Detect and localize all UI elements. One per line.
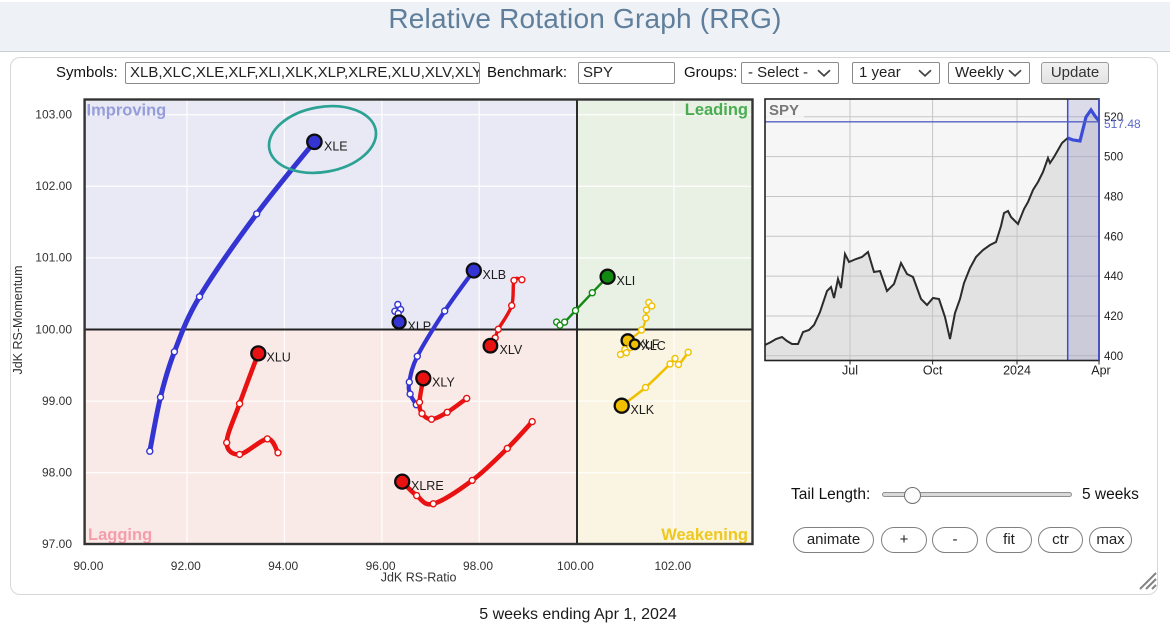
svg-text:XLRE: XLRE [411, 479, 444, 493]
svg-text:Leading: Leading [685, 101, 748, 119]
svg-text:90.00: 90.00 [73, 559, 103, 573]
svg-text:460: 460 [1104, 231, 1123, 243]
svg-text:XLE: XLE [324, 139, 348, 153]
svg-text:100.00: 100.00 [35, 322, 72, 336]
svg-text:98.00: 98.00 [42, 466, 72, 480]
svg-text:XLY: XLY [432, 376, 455, 390]
svg-text:XLB: XLB [483, 268, 507, 282]
svg-text:Apr: Apr [1091, 364, 1110, 378]
svg-text:XLU: XLU [267, 351, 291, 365]
svg-text:420: 420 [1104, 311, 1123, 323]
svg-text:96.00: 96.00 [366, 559, 396, 573]
svg-text:520: 520 [1104, 112, 1123, 124]
svg-text:Oct: Oct [923, 364, 943, 378]
svg-text:101.00: 101.00 [35, 251, 72, 265]
svg-text:100.00: 100.00 [557, 559, 594, 573]
svg-text:92.00: 92.00 [171, 559, 201, 573]
svg-text:Jul: Jul [842, 364, 858, 378]
svg-text:480: 480 [1104, 192, 1123, 204]
svg-text:XLF: XLF [637, 338, 660, 352]
svg-text:94.00: 94.00 [268, 559, 298, 573]
svg-text:99.00: 99.00 [42, 394, 72, 408]
svg-text:XLV: XLV [500, 343, 523, 357]
svg-text:97.00: 97.00 [42, 537, 72, 551]
svg-text:Weakening: Weakening [661, 526, 748, 544]
svg-text:XLK: XLK [631, 403, 655, 417]
svg-text:400: 400 [1104, 351, 1123, 363]
svg-text:440: 440 [1104, 271, 1123, 283]
svg-text:XLI: XLI [617, 274, 636, 288]
svg-text:Improving: Improving [87, 102, 167, 120]
svg-text:517.48: 517.48 [1104, 117, 1141, 131]
svg-text:JdK RS-Momentum: JdK RS-Momentum [11, 265, 25, 374]
svg-text:Lagging: Lagging [88, 526, 152, 544]
svg-text:102.00: 102.00 [654, 559, 691, 573]
svg-text:2024: 2024 [1003, 364, 1031, 378]
svg-text:JdK RS-Ratio: JdK RS-Ratio [381, 571, 457, 585]
svg-text:103.00: 103.00 [35, 108, 72, 122]
svg-text:98.00: 98.00 [463, 559, 493, 573]
svg-text:XLP: XLP [408, 319, 432, 333]
svg-text:102.00: 102.00 [35, 179, 72, 193]
svg-text:SPY: SPY [769, 102, 799, 119]
svg-text:XLC: XLC [642, 339, 666, 353]
svg-text:500: 500 [1104, 152, 1123, 164]
